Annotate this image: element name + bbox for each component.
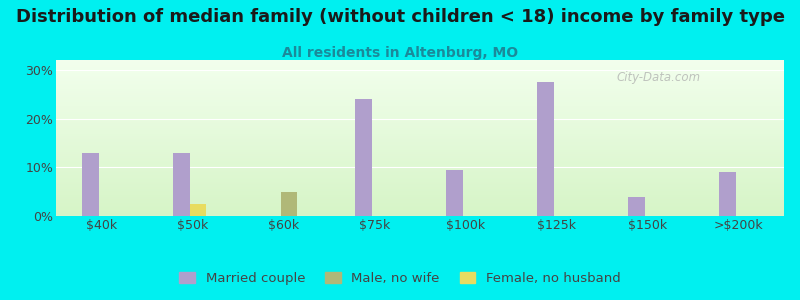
Bar — [628, 196, 645, 216]
Bar — [281, 192, 297, 216]
Bar — [82, 153, 98, 216]
Bar — [190, 204, 206, 216]
Bar — [446, 170, 462, 216]
Text: City-Data.com: City-Data.com — [617, 71, 701, 84]
Text: All residents in Altenburg, MO: All residents in Altenburg, MO — [282, 46, 518, 61]
Bar — [174, 153, 190, 216]
Bar — [538, 82, 554, 216]
Bar — [719, 172, 736, 216]
Text: Distribution of median family (without children < 18) income by family type: Distribution of median family (without c… — [15, 8, 785, 26]
Legend: Married couple, Male, no wife, Female, no husband: Married couple, Male, no wife, Female, n… — [174, 267, 626, 290]
Bar — [355, 99, 372, 216]
